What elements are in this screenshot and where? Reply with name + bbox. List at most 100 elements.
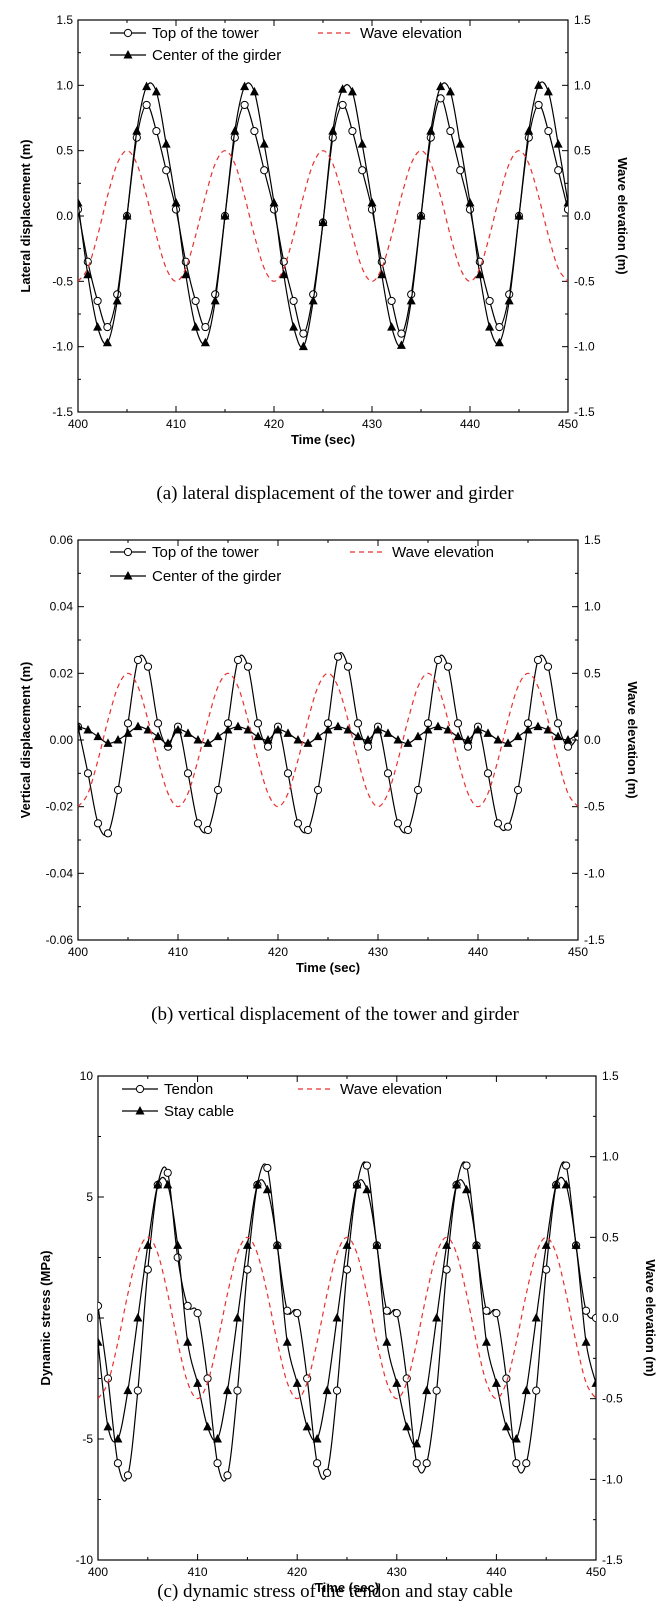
tendon-point [322, 1468, 332, 1477]
top-of-the-tower-point [513, 785, 523, 795]
tendon-point [283, 1306, 292, 1315]
top-of-the-tower-point [243, 662, 253, 671]
top-of-the-tower-point [103, 829, 113, 838]
stay-cable-point [561, 1179, 571, 1189]
center-of-the-girder-point [416, 211, 426, 220]
center-of-the-girder-point [353, 731, 363, 741]
center-of-the-girder-point [83, 725, 93, 734]
legend-label-wave-elevation: Wave elevation [360, 25, 462, 42]
stay-cable-point [511, 1434, 521, 1443]
stay-cable-point [392, 1378, 402, 1387]
y-tick-label: -5 [82, 1432, 93, 1446]
tendon-point [332, 1386, 342, 1395]
center-of-the-girder-point [413, 731, 423, 741]
stay-cable-point [322, 1385, 332, 1395]
stay-cable-point [531, 1313, 541, 1322]
stay-cable-point [232, 1313, 242, 1322]
center-of-the-girder-point [333, 721, 343, 731]
legend-item-wave-elevation: Wave elevation [318, 25, 462, 42]
center-of-the-girder-point [453, 731, 463, 741]
legend-label-center-of-the-girder: Center of the girder [152, 47, 281, 64]
top-of-the-tower-point [453, 719, 463, 728]
stay-cable-point [222, 1385, 232, 1395]
legend-stay-cable-point [135, 1106, 145, 1115]
x-tick-label: 450 [558, 417, 578, 431]
tendon-point [412, 1459, 421, 1468]
center-of-the-girder-point [163, 738, 173, 747]
x-tick-label: 420 [287, 1565, 307, 1579]
center-of-the-girder-point [347, 86, 357, 96]
tendon-point [173, 1253, 182, 1262]
x-tick-label: 410 [188, 1565, 208, 1579]
center-of-the-girder-point [142, 81, 152, 91]
legend-center-of-the-girder-point [123, 50, 133, 59]
x-tick-label: 450 [568, 945, 588, 959]
legend-label-top-of-the-tower: Top of the tower [152, 25, 259, 42]
top-of-the-tower-point [387, 296, 396, 306]
center-of-the-girder-point [200, 337, 210, 347]
stay-cable-point [571, 1240, 581, 1249]
stay-cable-point [501, 1421, 511, 1431]
legend-top-of-the-tower-point [123, 28, 133, 38]
tendon-point [313, 1459, 322, 1468]
figure-caption-2: (b) vertical displacement of the tower a… [151, 1004, 519, 1025]
tendon-point [432, 1386, 441, 1395]
top-of-the-tower-point [153, 719, 163, 728]
y2-tick-label: 1.0 [574, 78, 591, 92]
center-of-the-girder-point [543, 86, 553, 96]
y2-tick-label: 1.5 [574, 13, 591, 27]
x-tick-label: 440 [468, 945, 488, 959]
stay-cable-point [442, 1240, 452, 1249]
stay-cable-point [173, 1240, 183, 1249]
center-of-the-girder-point [328, 126, 338, 135]
center-of-the-girder-point [173, 725, 183, 734]
center-of-the-girder-point [122, 211, 132, 220]
top-of-the-tower-point [162, 166, 171, 175]
top-of-the-tower-point [183, 769, 193, 778]
top-of-the-tower-point [193, 819, 203, 828]
center-of-the-girder-point [171, 197, 181, 207]
figure-caption-1: (a) lateral displacement of the tower an… [156, 483, 514, 504]
legend-item-stay-cable: Stay cable [122, 1103, 234, 1120]
legend-item-center-of-the-girder: Center of the girder [110, 568, 281, 585]
y-tick-label: 1.0 [56, 78, 73, 92]
center-of-the-girder-point [223, 725, 233, 734]
stay-cable-point [551, 1179, 561, 1189]
top-of-the-tower-point [358, 166, 367, 175]
top-of-the-tower-point [233, 655, 243, 665]
top-of-the-tower-point [123, 719, 133, 728]
top-of-the-tower-point [338, 100, 347, 110]
x-axis-label: Time (sec) [296, 960, 360, 975]
center-of-the-girder-point [161, 139, 171, 148]
top-of-the-tower-point [493, 819, 503, 828]
top-of-the-tower-point [495, 322, 504, 332]
x-tick-label: 430 [368, 945, 388, 959]
y2-tick-label: -1.5 [584, 933, 605, 947]
y2-tick-label: -0.5 [584, 800, 605, 814]
stay-cable-point [292, 1378, 302, 1387]
stay-cable-point [272, 1240, 282, 1249]
top-of-the-tower-point [93, 819, 103, 828]
center-of-the-girder-point [383, 728, 393, 737]
center-of-the-girder-point [259, 139, 269, 148]
figure-caption-3: (c) dynamic stress of the tendon and sta… [157, 1581, 513, 1602]
y-tick-label: 0.06 [50, 533, 74, 547]
y2-axis-label: Wave elevation (m) [643, 1259, 658, 1376]
y2-axis-label: Wave elevation (m) [615, 157, 630, 274]
center-of-the-girder-point [436, 81, 446, 91]
y2-tick-label: 1.0 [584, 600, 601, 614]
top-of-the-tower-point [443, 662, 453, 671]
center-of-the-girder-point [553, 731, 563, 741]
y2-tick-label: 0.0 [584, 733, 601, 747]
legend: Top of the tower Center of the girder Wave… [110, 544, 494, 585]
stay-cable-point [591, 1378, 596, 1387]
top-of-the-tower-point [213, 785, 223, 795]
center-of-the-girder-point [283, 728, 293, 737]
stay-cable-point [98, 1337, 103, 1346]
center-of-the-girder-point [123, 728, 133, 737]
center-of-the-girder-point [534, 80, 544, 89]
series-line-wave-elevation [98, 1236, 596, 1400]
stay-cable-point [262, 1184, 272, 1194]
top-of-the-tower-point [293, 819, 303, 828]
center-of-the-girder-point [367, 197, 377, 207]
